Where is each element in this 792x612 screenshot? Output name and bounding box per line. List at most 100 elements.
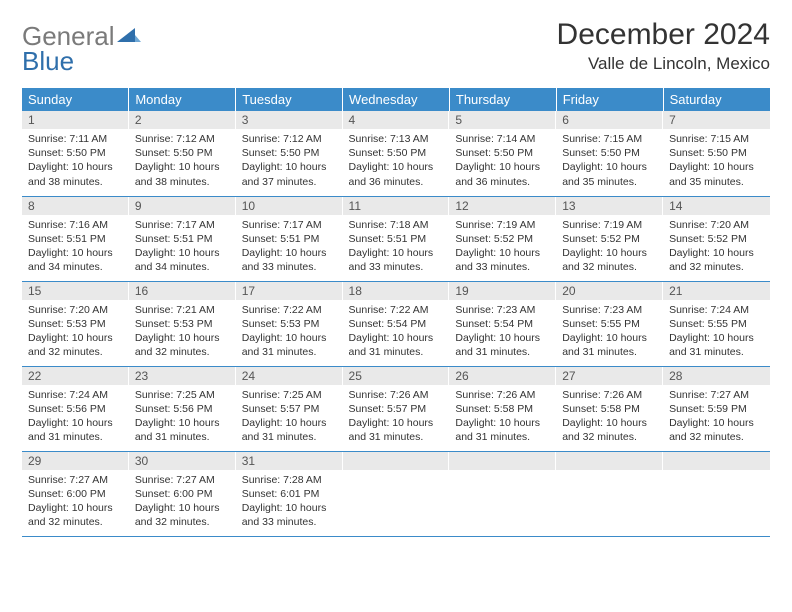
day-content: Sunrise: 7:27 AMSunset: 6:00 PMDaylight:… [22,470,129,534]
calendar-table: Sunday Monday Tuesday Wednesday Thursday… [22,88,770,537]
sunset-line: Sunset: 5:52 PM [562,232,657,246]
sunset-line: Sunset: 6:01 PM [242,487,337,501]
sunrise-line: Sunrise: 7:22 AM [349,303,444,317]
sunset-line: Sunset: 5:50 PM [669,146,764,160]
sunrise-line: Sunrise: 7:19 AM [562,218,657,232]
sunrise-line: Sunrise: 7:26 AM [455,388,550,402]
day-content: Sunrise: 7:21 AMSunset: 5:53 PMDaylight:… [129,300,236,364]
day-number: 22 [22,367,129,385]
day-number: 8 [22,197,129,215]
sunrise-line: Sunrise: 7:25 AM [242,388,337,402]
day-number: 13 [556,197,663,215]
day-content: Sunrise: 7:17 AMSunset: 5:51 PMDaylight:… [236,215,343,279]
logo-text: General Blue [22,24,115,73]
daylight-line: Daylight: 10 hours and 31 minutes. [28,416,123,444]
sunset-line: Sunset: 5:51 PM [242,232,337,246]
sunrise-line: Sunrise: 7:26 AM [349,388,444,402]
calendar-cell: 17Sunrise: 7:22 AMSunset: 5:53 PMDayligh… [236,281,343,366]
daylight-line: Daylight: 10 hours and 38 minutes. [28,160,123,188]
calendar-cell [343,451,450,536]
sunset-line: Sunset: 5:55 PM [562,317,657,331]
calendar-cell: 12Sunrise: 7:19 AMSunset: 5:52 PMDayligh… [449,196,556,281]
sunset-line: Sunset: 5:52 PM [455,232,550,246]
calendar-cell: 2Sunrise: 7:12 AMSunset: 5:50 PMDaylight… [129,111,236,196]
calendar-cell: 21Sunrise: 7:24 AMSunset: 5:55 PMDayligh… [663,281,770,366]
sunrise-line: Sunrise: 7:16 AM [28,218,123,232]
daylight-line: Daylight: 10 hours and 34 minutes. [135,246,230,274]
day-number: 27 [556,367,663,385]
day-number: 11 [343,197,450,215]
sunrise-line: Sunrise: 7:20 AM [28,303,123,317]
sunrise-line: Sunrise: 7:27 AM [669,388,764,402]
calendar-cell [556,451,663,536]
calendar-row: 1Sunrise: 7:11 AMSunset: 5:50 PMDaylight… [22,111,770,196]
day-content: Sunrise: 7:22 AMSunset: 5:53 PMDaylight:… [236,300,343,364]
sunset-line: Sunset: 5:56 PM [28,402,123,416]
day-content: Sunrise: 7:20 AMSunset: 5:52 PMDaylight:… [663,215,770,279]
day-number: 2 [129,111,236,129]
calendar-cell: 10Sunrise: 7:17 AMSunset: 5:51 PMDayligh… [236,196,343,281]
calendar-cell: 16Sunrise: 7:21 AMSunset: 5:53 PMDayligh… [129,281,236,366]
calendar-cell: 1Sunrise: 7:11 AMSunset: 5:50 PMDaylight… [22,111,129,196]
weekday-header: Friday [556,88,663,111]
sunrise-line: Sunrise: 7:15 AM [669,132,764,146]
calendar-cell: 29Sunrise: 7:27 AMSunset: 6:00 PMDayligh… [22,451,129,536]
daylight-line: Daylight: 10 hours and 32 minutes. [669,246,764,274]
sunset-line: Sunset: 5:57 PM [349,402,444,416]
day-number: 19 [449,282,556,300]
day-number: 25 [343,367,450,385]
sunset-line: Sunset: 6:00 PM [28,487,123,501]
sunrise-line: Sunrise: 7:28 AM [242,473,337,487]
daylight-line: Daylight: 10 hours and 31 minutes. [562,331,657,359]
day-number: 15 [22,282,129,300]
day-content: Sunrise: 7:11 AMSunset: 5:50 PMDaylight:… [22,129,129,193]
sunset-line: Sunset: 5:50 PM [135,146,230,160]
daylight-line: Daylight: 10 hours and 32 minutes. [669,416,764,444]
title-block: December 2024 Valle de Lincoln, Mexico [557,18,770,74]
day-number: 1 [22,111,129,129]
weekday-header: Sunday [22,88,129,111]
sunset-line: Sunset: 5:50 PM [349,146,444,160]
header: General Blue December 2024 Valle de Linc… [22,18,770,74]
calendar-cell: 5Sunrise: 7:14 AMSunset: 5:50 PMDaylight… [449,111,556,196]
day-content: Sunrise: 7:24 AMSunset: 5:56 PMDaylight:… [22,385,129,449]
sunset-line: Sunset: 5:51 PM [349,232,444,246]
day-number: 21 [663,282,770,300]
calendar-cell: 23Sunrise: 7:25 AMSunset: 5:56 PMDayligh… [129,366,236,451]
sunset-line: Sunset: 5:52 PM [669,232,764,246]
calendar-cell: 11Sunrise: 7:18 AMSunset: 5:51 PMDayligh… [343,196,450,281]
sunrise-line: Sunrise: 7:24 AM [669,303,764,317]
sunset-line: Sunset: 5:55 PM [669,317,764,331]
daylight-line: Daylight: 10 hours and 31 minutes. [455,416,550,444]
day-number: 24 [236,367,343,385]
day-number-empty [556,452,663,470]
daylight-line: Daylight: 10 hours and 31 minutes. [242,416,337,444]
weekday-header-row: Sunday Monday Tuesday Wednesday Thursday… [22,88,770,111]
daylight-line: Daylight: 10 hours and 31 minutes. [455,331,550,359]
calendar-cell: 8Sunrise: 7:16 AMSunset: 5:51 PMDaylight… [22,196,129,281]
day-content: Sunrise: 7:20 AMSunset: 5:53 PMDaylight:… [22,300,129,364]
calendar-cell: 7Sunrise: 7:15 AMSunset: 5:50 PMDaylight… [663,111,770,196]
sunrise-line: Sunrise: 7:23 AM [562,303,657,317]
day-content: Sunrise: 7:12 AMSunset: 5:50 PMDaylight:… [129,129,236,193]
sunrise-line: Sunrise: 7:22 AM [242,303,337,317]
day-number: 5 [449,111,556,129]
day-number: 12 [449,197,556,215]
calendar-cell [663,451,770,536]
day-number: 7 [663,111,770,129]
calendar-row: 22Sunrise: 7:24 AMSunset: 5:56 PMDayligh… [22,366,770,451]
sunrise-line: Sunrise: 7:19 AM [455,218,550,232]
daylight-line: Daylight: 10 hours and 35 minutes. [562,160,657,188]
daylight-line: Daylight: 10 hours and 38 minutes. [135,160,230,188]
daylight-line: Daylight: 10 hours and 32 minutes. [135,501,230,529]
day-content: Sunrise: 7:15 AMSunset: 5:50 PMDaylight:… [556,129,663,193]
calendar-cell: 13Sunrise: 7:19 AMSunset: 5:52 PMDayligh… [556,196,663,281]
day-number-empty [663,452,770,470]
weekday-header: Saturday [663,88,770,111]
calendar-cell: 6Sunrise: 7:15 AMSunset: 5:50 PMDaylight… [556,111,663,196]
day-number: 30 [129,452,236,470]
day-content: Sunrise: 7:26 AMSunset: 5:57 PMDaylight:… [343,385,450,449]
location: Valle de Lincoln, Mexico [557,54,770,74]
calendar-cell [449,451,556,536]
sunset-line: Sunset: 6:00 PM [135,487,230,501]
